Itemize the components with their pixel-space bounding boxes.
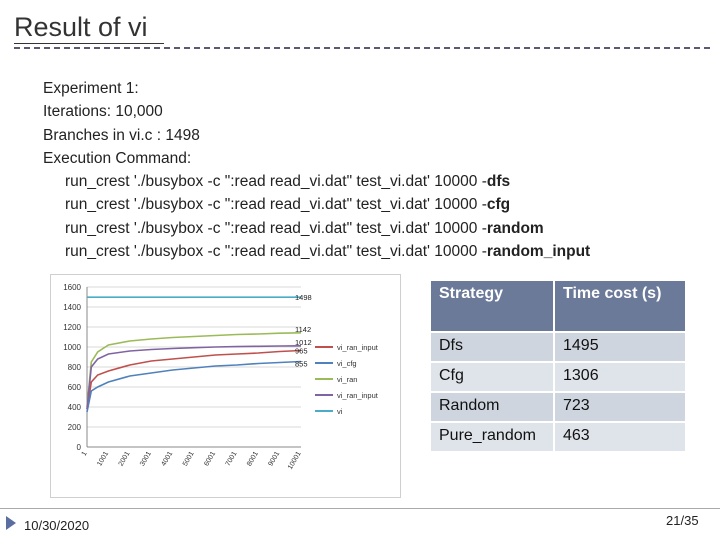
page-number: 21/35 [666,513,699,528]
x-tick-label: 9001 [267,450,281,467]
command-line: run_crest './busybox -c ":read read_vi.d… [65,219,544,237]
x-tick-label: 3001 [139,450,153,467]
cell-strategy: Dfs [431,331,555,361]
cell-time: 723 [555,391,685,421]
x-tick-label: 6001 [203,450,217,467]
series-line [86,332,302,408]
cell-strategy: Cfg [431,361,555,391]
command-line: run_crest './busybox -c ":read read_vi.d… [65,196,511,214]
y-tick-label: 1600 [63,283,81,292]
header-strategy: Strategy [431,281,555,331]
y-tick-label: 1400 [63,303,81,312]
y-tick-label: 800 [68,363,82,372]
x-tick-label: 2001 [118,450,132,467]
strategy-time-table: Strategy Time cost (s) Dfs 1495 Cfg 1306… [431,281,685,451]
y-tick-label: 200 [68,423,82,432]
command-line: run_crest './busybox -c ":read read_vi.d… [65,243,591,261]
experiment-label: Experiment 1: [43,80,139,97]
command-line: run_crest './busybox -c ":read read_vi.d… [65,173,511,191]
x-tick-label: 1001 [96,450,110,467]
y-tick-label: 1000 [63,343,81,352]
y-tick-label: 600 [68,383,82,392]
coverage-chart: 0 200 400 600 800 1000 1200 1400 1600 1 1001 2001 30… [50,274,401,498]
series-line [86,349,302,410]
x-tick-label: 5001 [182,450,196,467]
cell-time: 1306 [555,361,685,391]
y-tick-label: 400 [68,403,82,412]
x-tick-label: 7001 [225,450,239,467]
legend-label: vi_ran_input [337,343,379,352]
slide-date: 10/30/2020 [24,518,90,533]
exec-label: Execution Command: [43,149,192,167]
branches-text: Branches in vi.c : 1498 [43,126,200,144]
x-tick-label: 4001 [160,450,174,467]
x-tick-label: 10001 [287,450,303,470]
title-divider [14,47,710,49]
series-line [86,360,302,413]
data-label: 965 [295,347,308,356]
title-underline [14,43,164,44]
table-row: Pure_random 463 [431,421,685,451]
table-row: Dfs 1495 [431,331,685,361]
table-header-row: Strategy Time cost (s) [431,281,685,331]
data-label: 1498 [295,293,312,302]
data-label: 855 [295,360,308,369]
table-row: Cfg 1306 [431,361,685,391]
cell-time: 1495 [555,331,685,361]
cell-strategy: Pure_random [431,421,555,451]
iterations-text: Iterations: 10,000 [43,103,163,121]
data-label: 1012 [295,338,312,347]
cell-strategy: Random [431,391,555,421]
cell-time: 463 [555,421,685,451]
legend-label: vi_cfg [337,359,357,368]
table-row: Random 723 [431,391,685,421]
footer-divider [0,508,720,509]
data-label: 1142 [295,325,311,334]
legend-label: vi [337,407,343,416]
slide-title: Result of vi [14,12,148,42]
series-line [86,345,302,410]
header-time-cost: Time cost (s) [555,281,685,331]
legend-label: vi_ran_input [337,391,379,400]
triangle-bullet-icon [6,516,16,530]
y-tick-label: 1200 [63,323,81,332]
legend-label: vi_ran [337,375,357,384]
x-tick-label: 8001 [246,450,260,467]
y-tick-label: 0 [77,443,82,452]
x-tick-label: 1 [81,450,89,457]
slide-body: Experiment 1: Iterations: 10,000 Branche… [43,77,590,263]
